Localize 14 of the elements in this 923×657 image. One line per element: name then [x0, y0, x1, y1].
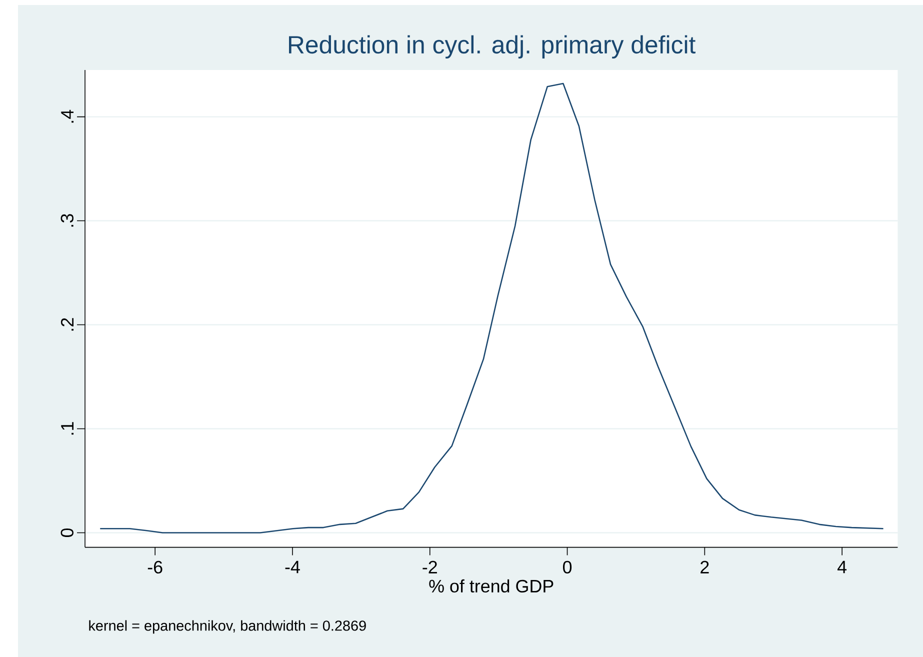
x-tick-label: -6: [148, 560, 162, 574]
y-tick-label: 0: [60, 528, 74, 538]
y-tick-label: .2: [60, 318, 74, 331]
text: kernel = epanechnikov, bandwidth = 0.2869: [89, 620, 366, 634]
y-tick-label: .4: [61, 110, 74, 123]
x-tick-label: 2: [700, 560, 709, 574]
x-tick-label: 4: [837, 560, 847, 574]
chart-title: Reduction in cycl. adj. primary deficit: [289, 35, 696, 59]
x-tick-label: -2: [422, 560, 437, 574]
y-tick-label: .1: [61, 422, 74, 435]
x-axis-title: % of trend GDP: [429, 579, 554, 593]
y-tick-label: .3: [60, 214, 74, 227]
x-tick-label: 0: [562, 560, 572, 574]
x-tick-label: -4: [285, 560, 300, 574]
